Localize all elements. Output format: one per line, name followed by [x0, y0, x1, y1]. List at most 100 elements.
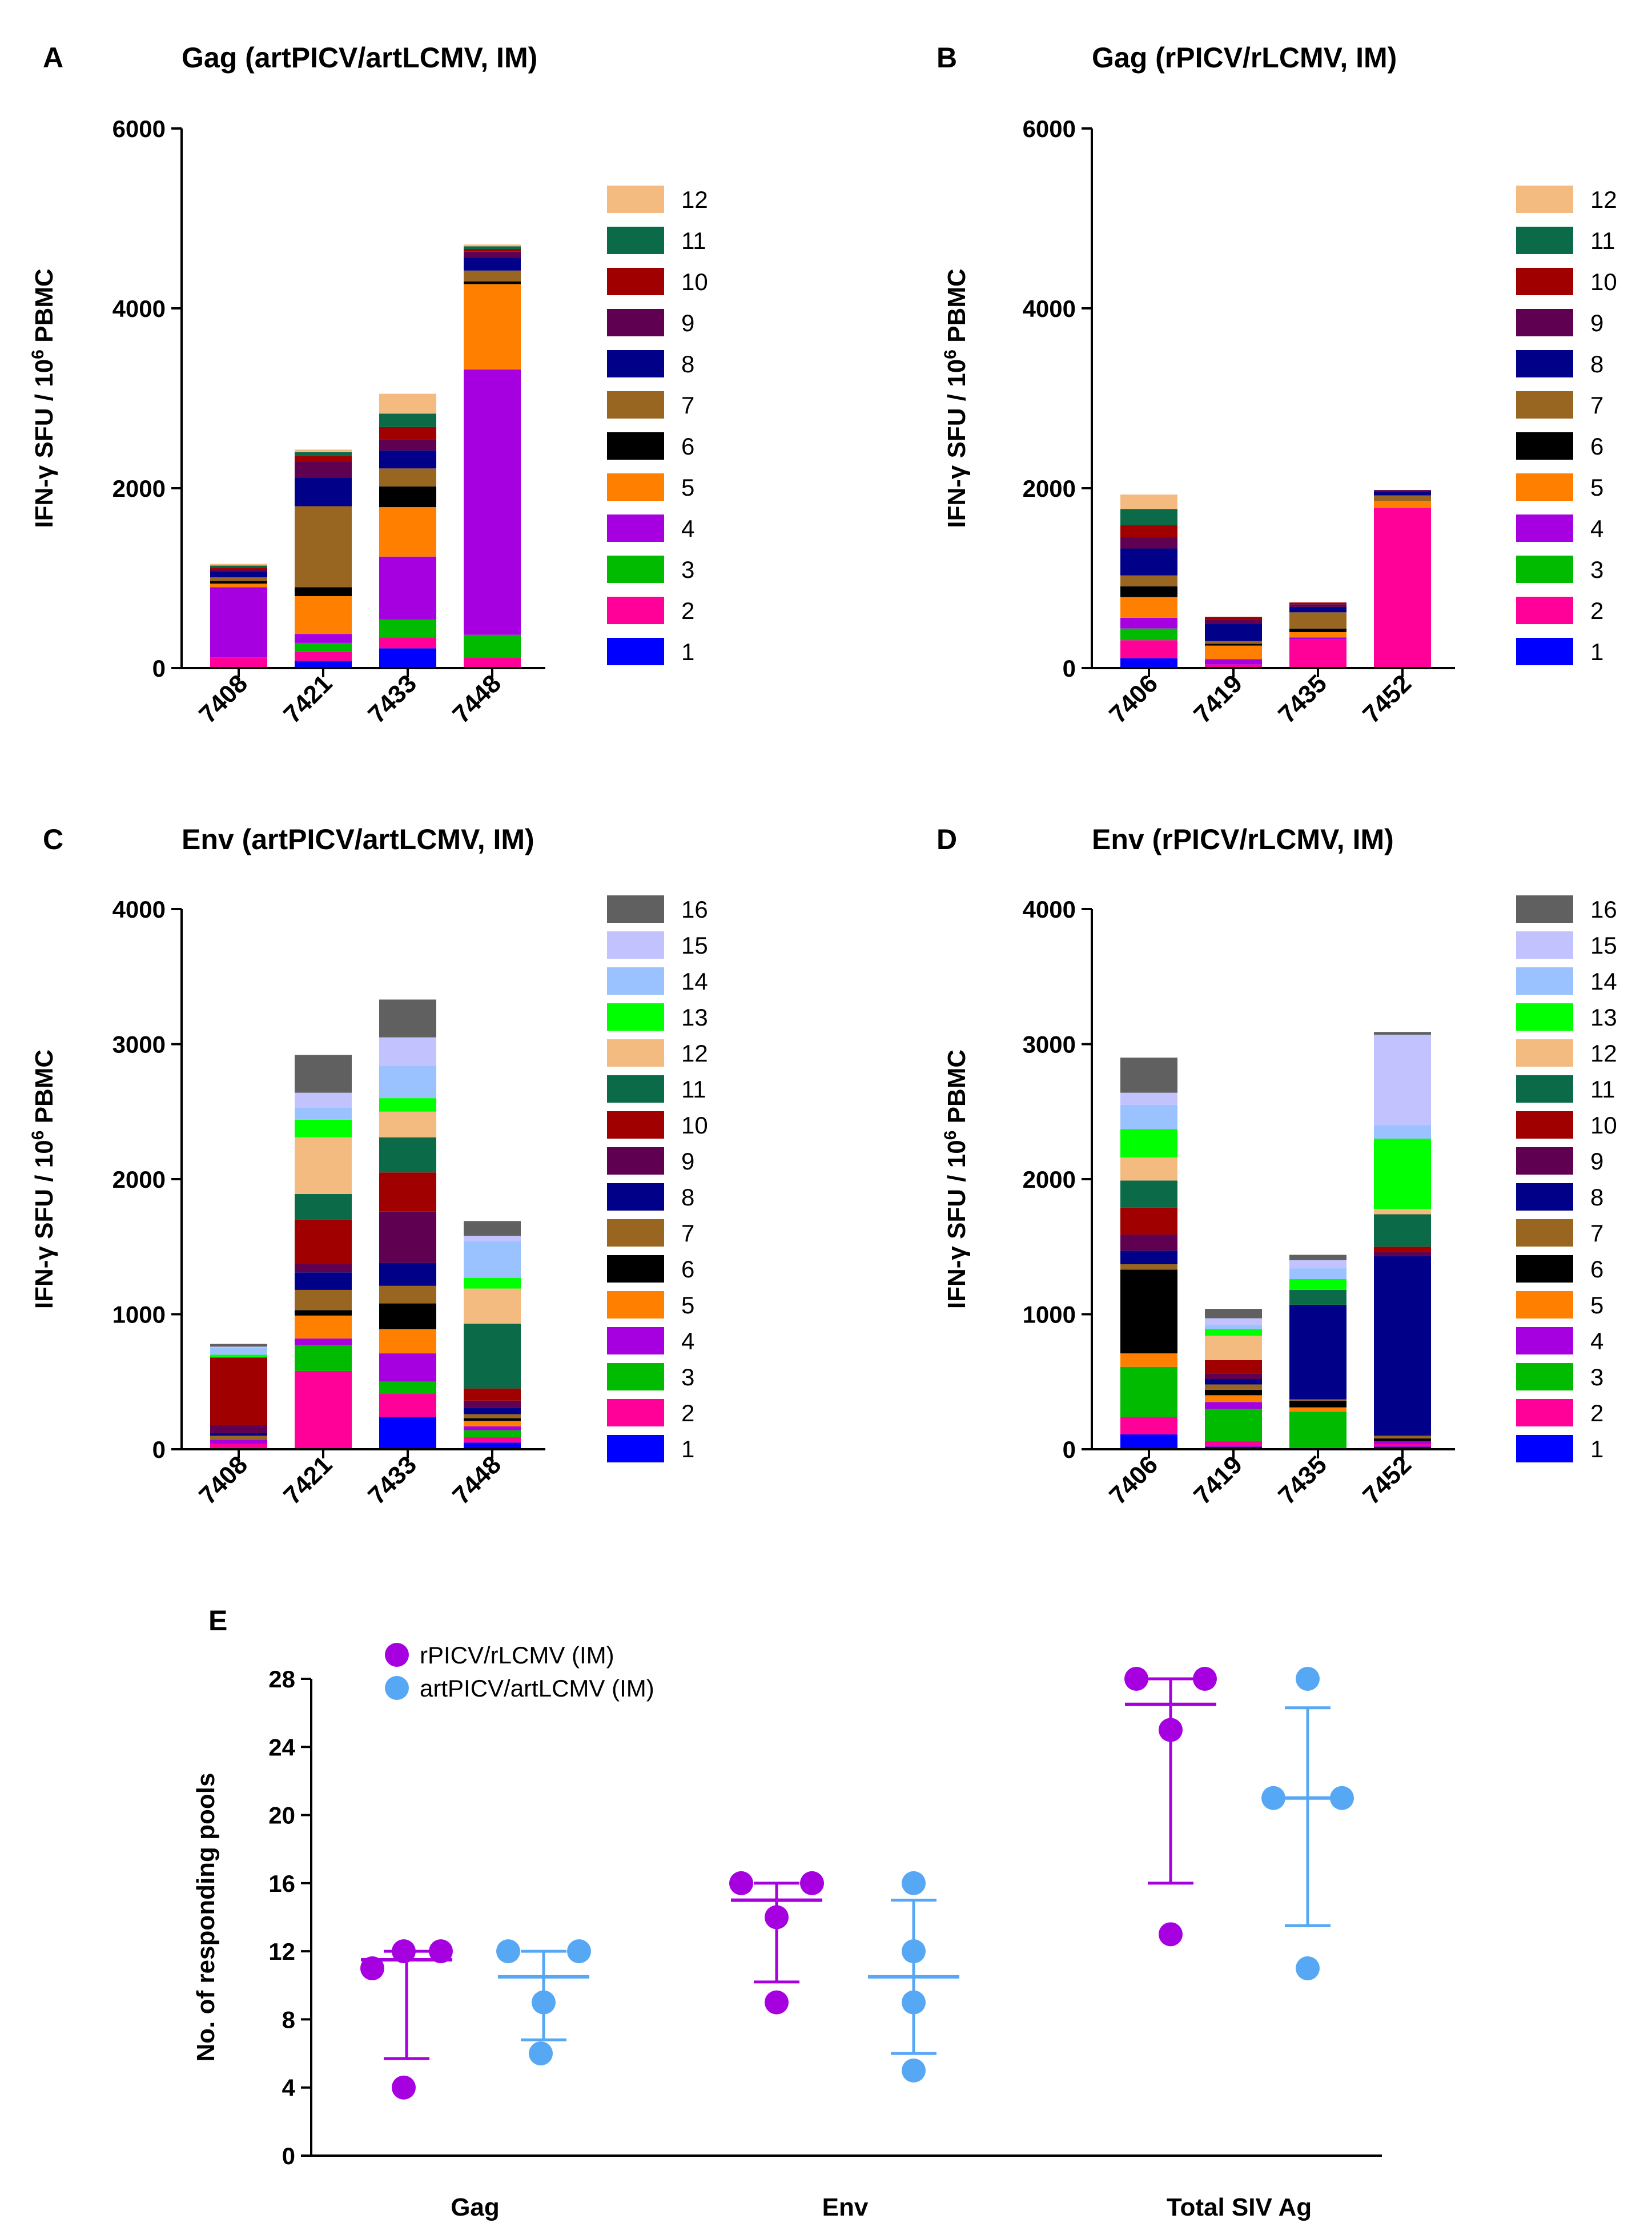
panel-letter: C — [43, 823, 63, 855]
legend-label: 1 — [1590, 1436, 1603, 1462]
y-tick-label: 24 — [268, 1734, 295, 1760]
y-tick-label: 4 — [282, 2075, 296, 2101]
legend-label: 4 — [681, 1328, 694, 1354]
data-point-Gag-0 — [360, 1956, 384, 1980]
bar-segment-7435-pool-16 — [1289, 1255, 1346, 1260]
legend-swatch-5 — [607, 473, 664, 501]
bar-segment-7433-pool-12 — [379, 393, 436, 414]
legend-label: 6 — [1590, 1256, 1603, 1283]
panel-title: Gag (artPICV/artLCMV, IM) — [182, 42, 537, 74]
legend-label: 1 — [681, 1436, 694, 1462]
bar-segment-7419-pool-15 — [1205, 1318, 1262, 1325]
legend-label: 9 — [1590, 309, 1603, 336]
legend-swatch-1 — [1516, 638, 1573, 665]
bar-segment-7406-pool-14 — [1120, 1104, 1177, 1129]
bar-segment-7448-pool-6 — [464, 1418, 521, 1421]
bar-segment-7435-pool-2 — [1289, 639, 1346, 668]
bar-segment-7421-pool-8 — [295, 1272, 352, 1290]
legend-swatch-14 — [1516, 967, 1573, 995]
legend-swatch-16 — [1516, 895, 1573, 923]
bar-segment-7433-pool-3 — [379, 1381, 436, 1394]
bar-segment-7406-pool-15 — [1120, 1092, 1177, 1105]
panel-c: C Env (artPICV/artLCMV, IM)7408 7421 7433 74… — [29, 823, 708, 1510]
y-axis-title-main: IFN-γ SFU / 10 — [30, 1140, 58, 1309]
bar-segment-7448-pool-9 — [464, 251, 521, 258]
y-tick-label: 3000 — [1023, 1031, 1076, 1058]
bar-segment-7421-pool-14 — [295, 1107, 352, 1120]
bar-segment-7408-pool-15 — [210, 1346, 267, 1348]
bar-segment-7452-pool-8 — [1374, 1256, 1431, 1436]
bar-segment-7406-pool-9 — [1120, 1234, 1177, 1251]
y-axis-title-unit: PBMC — [30, 1050, 58, 1131]
bar-segment-7448-pool-2 — [464, 657, 521, 668]
legend-label: 2 — [1590, 597, 1603, 624]
bar-segment-7448-pool-5 — [464, 284, 521, 370]
bar-segment-7433-pool-12 — [379, 1111, 436, 1137]
bar-segment-7421-pool-11 — [295, 1194, 352, 1220]
bar-segment-7419-pool-16 — [1205, 1309, 1262, 1319]
bar-segment-7421-pool-9 — [295, 461, 352, 478]
bar-segment-7406-pool-8 — [1120, 1251, 1177, 1264]
legend-swatch-4 — [1516, 1327, 1573, 1354]
legend-label: 5 — [681, 474, 694, 501]
bar-segment-7448-pool-13 — [464, 1277, 521, 1289]
legend-label: 9 — [1590, 1148, 1603, 1175]
legend-swatch-13 — [607, 1003, 664, 1031]
category-label: 7448 — [447, 669, 507, 729]
y-tick-label: 20 — [268, 1802, 295, 1829]
y-axis-title-superscript: 6 — [941, 349, 960, 359]
bar-segment-7433-pool-15 — [379, 1037, 436, 1066]
legend-swatch-12 — [1516, 186, 1573, 213]
data-point-Total SIV Ag-0 — [1124, 1667, 1148, 1691]
bar-segment-7435-pool-7 — [1289, 1399, 1346, 1401]
legend-swatch-10 — [1516, 268, 1573, 295]
legend-label: 16 — [681, 896, 708, 923]
legend-label: 12 — [681, 1040, 708, 1067]
bar-segment-7421-pool-9 — [295, 1264, 352, 1273]
bar-segment-7433-pool-10 — [379, 1172, 436, 1212]
category-label: Total SIV Ag — [1167, 2193, 1312, 2221]
bar-segment-7406-pool-5 — [1120, 1353, 1177, 1367]
bar-segment-7408-pool-2 — [210, 657, 267, 668]
bar-segment-7435-pool-14 — [1289, 1268, 1346, 1280]
legend-label: 6 — [681, 1256, 694, 1283]
bar-segment-7419-pool-9 — [1205, 1373, 1262, 1380]
bar-segment-7408-pool-10 — [210, 567, 267, 569]
legend-swatch-12 — [607, 1039, 664, 1067]
bar-segment-7408-pool-4 — [210, 1440, 267, 1444]
bar-segment-7421-pool-15 — [295, 1092, 352, 1108]
legend-swatch-10 — [1516, 1111, 1573, 1139]
bar-segment-7448-pool-15 — [464, 1236, 521, 1241]
panel-e: E 0 4 8 12 16 20 24 28 Gag Env Total SIV Ag No. of r… — [192, 1605, 1382, 2221]
data-point-Env-1 — [902, 2058, 926, 2083]
bar-segment-7433-pool-10 — [379, 427, 436, 440]
y-tick-label: 0 — [152, 1436, 166, 1463]
legend-label: 9 — [681, 1148, 694, 1175]
bar-segment-7421-pool-7 — [295, 1289, 352, 1311]
legend-swatch-12 — [607, 186, 664, 213]
y-tick-label: 2000 — [112, 475, 166, 502]
bar-segment-7408-pool-9 — [210, 569, 267, 572]
legend-swatch-3 — [1516, 556, 1573, 583]
legend-label: 13 — [1590, 1004, 1617, 1031]
legend-swatch-6 — [1516, 432, 1573, 460]
legend-label: 7 — [1590, 1220, 1603, 1247]
bar-segment-7406-pool-3 — [1120, 628, 1177, 641]
legend-label: 2 — [681, 597, 694, 624]
bar-segment-7421-pool-1 — [295, 661, 352, 668]
data-point-Total SIV Ag-1 — [1296, 1956, 1320, 1980]
bar-segment-7448-pool-10 — [464, 249, 521, 252]
legend-swatch-2 — [607, 597, 664, 624]
bar-segment-7406-pool-5 — [1120, 597, 1177, 618]
bar-segment-7452-pool-4 — [1374, 1441, 1431, 1444]
bar-segment-7448-pool-3 — [464, 634, 521, 658]
bar-segment-7452-pool-1 — [1374, 1446, 1431, 1449]
category-label: Env — [822, 2193, 869, 2221]
bar-segment-7448-pool-1 — [464, 1442, 521, 1449]
bar-segment-7435-pool-5 — [1289, 1407, 1346, 1412]
bar-segment-7421-pool-6 — [295, 1310, 352, 1316]
y-axis-title-main: IFN-γ SFU / 10 — [943, 359, 971, 528]
legend-swatch-7 — [1516, 391, 1573, 419]
legend-label: 4 — [1590, 1328, 1603, 1354]
data-point-Env-0 — [800, 1871, 824, 1895]
